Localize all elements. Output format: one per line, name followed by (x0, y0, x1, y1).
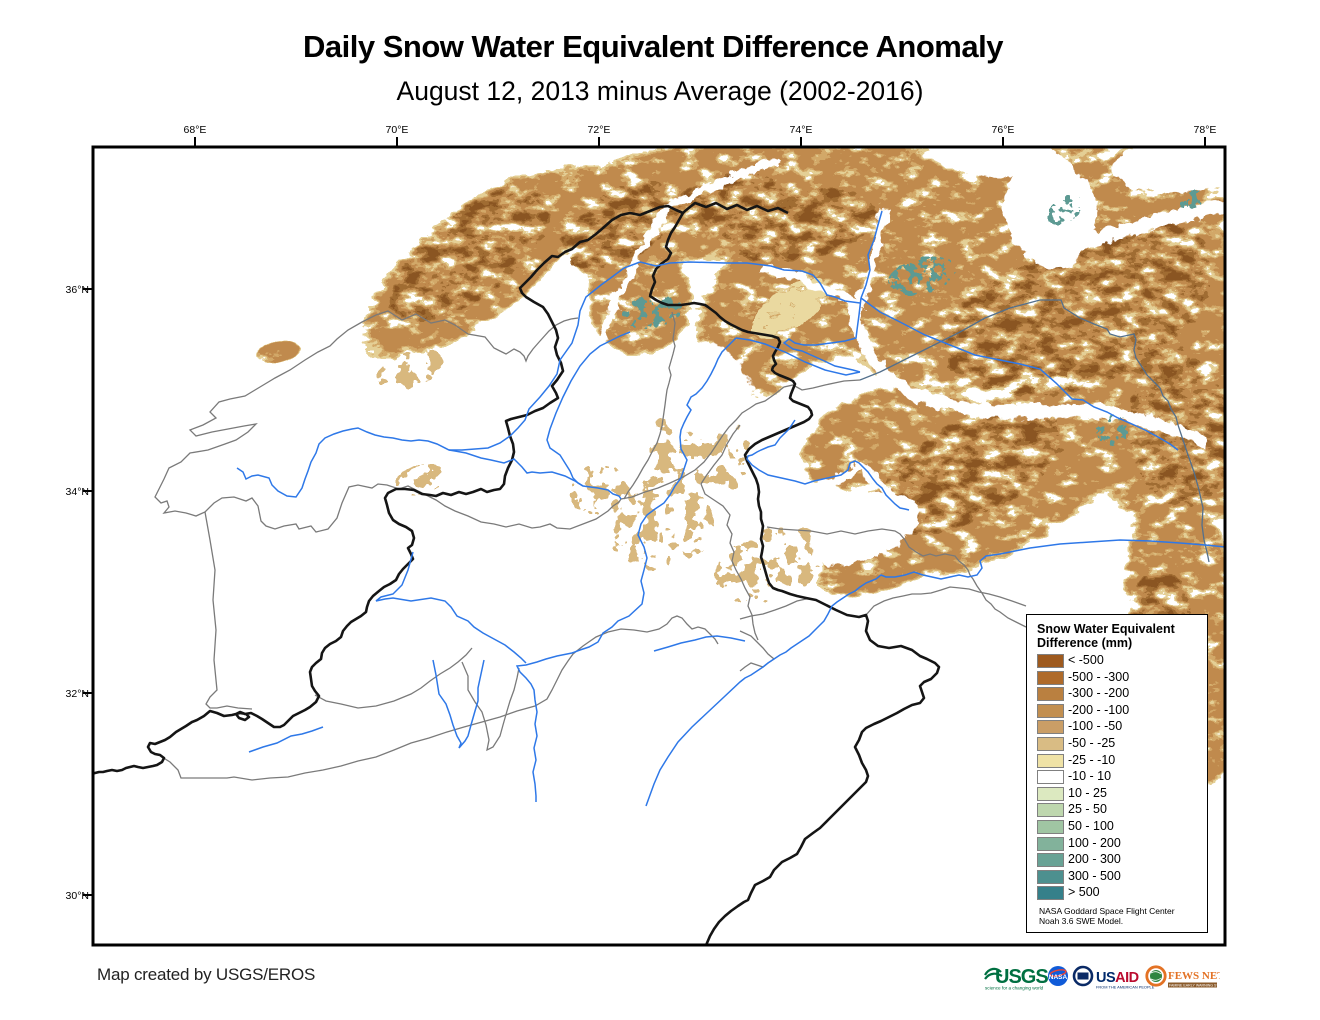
svg-text:FROM THE AMERICAN PEOPLE: FROM THE AMERICAN PEOPLE (1096, 985, 1155, 990)
svg-text:76°E: 76°E (992, 124, 1015, 136)
svg-text:FAMINE EARLY WARNING SYSTEMS N: FAMINE EARLY WARNING SYSTEMS NETWORK (1169, 984, 1220, 988)
svg-text:78°E: 78°E (1194, 124, 1217, 136)
svg-text:USAID: USAID (1096, 970, 1139, 986)
svg-text:NASA: NASA (1049, 974, 1068, 981)
svg-text:USGS: USGS (995, 966, 1048, 988)
svg-text:FEWS NET: FEWS NET (1168, 970, 1220, 982)
svg-text:74°E: 74°E (790, 124, 813, 136)
svg-text:34°N: 34°N (66, 486, 89, 498)
svg-text:68°E: 68°E (184, 124, 207, 136)
svg-text:70°E: 70°E (386, 124, 409, 136)
svg-text:36°N: 36°N (66, 284, 89, 296)
svg-text:72°E: 72°E (588, 124, 611, 136)
svg-text:30°N: 30°N (66, 890, 89, 902)
svg-text:32°N: 32°N (66, 688, 89, 700)
svg-text:science for a changing world: science for a changing world (985, 986, 1044, 991)
